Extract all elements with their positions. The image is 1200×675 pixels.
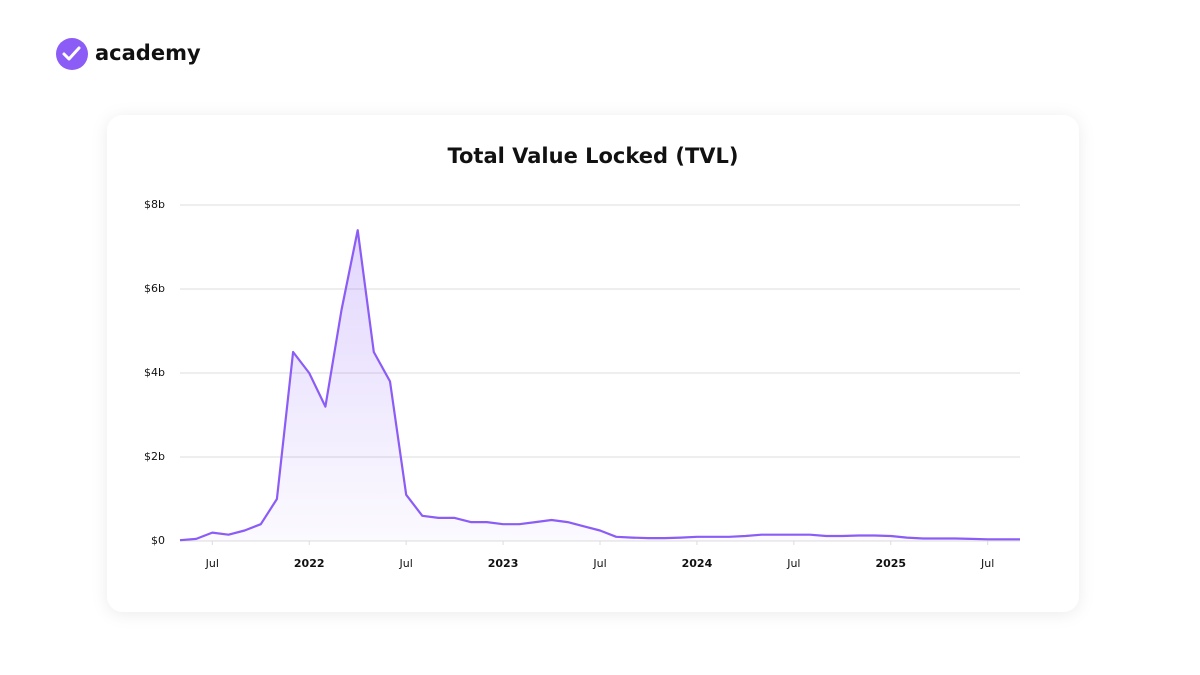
y-tick-label: $8b [144, 198, 165, 211]
x-tick-label: 2023 [488, 557, 519, 570]
x-tick-label: Jul [399, 557, 413, 570]
y-tick-label: $4b [144, 366, 165, 379]
chart-title: Total Value Locked (TVL) [447, 144, 738, 168]
brand-name: academy [95, 41, 201, 65]
x-tick-label: 2022 [294, 557, 325, 570]
x-tick-label: 2024 [682, 557, 713, 570]
x-tick-label: 2025 [875, 557, 906, 570]
line [179, 229, 1020, 542]
area-fill [180, 230, 1020, 541]
x-tick-label: Jul [980, 557, 994, 570]
logo-check [62, 46, 81, 61]
logo: academy [56, 38, 201, 70]
x-tick-label: Jul [205, 557, 219, 570]
x-tick-label: Jul [592, 557, 606, 570]
y-tick-label: $0 [151, 534, 165, 547]
x-tick-label: Jul [786, 557, 800, 570]
y-tick-label: $2b [144, 450, 165, 463]
y-tick-label: $6b [144, 282, 165, 295]
